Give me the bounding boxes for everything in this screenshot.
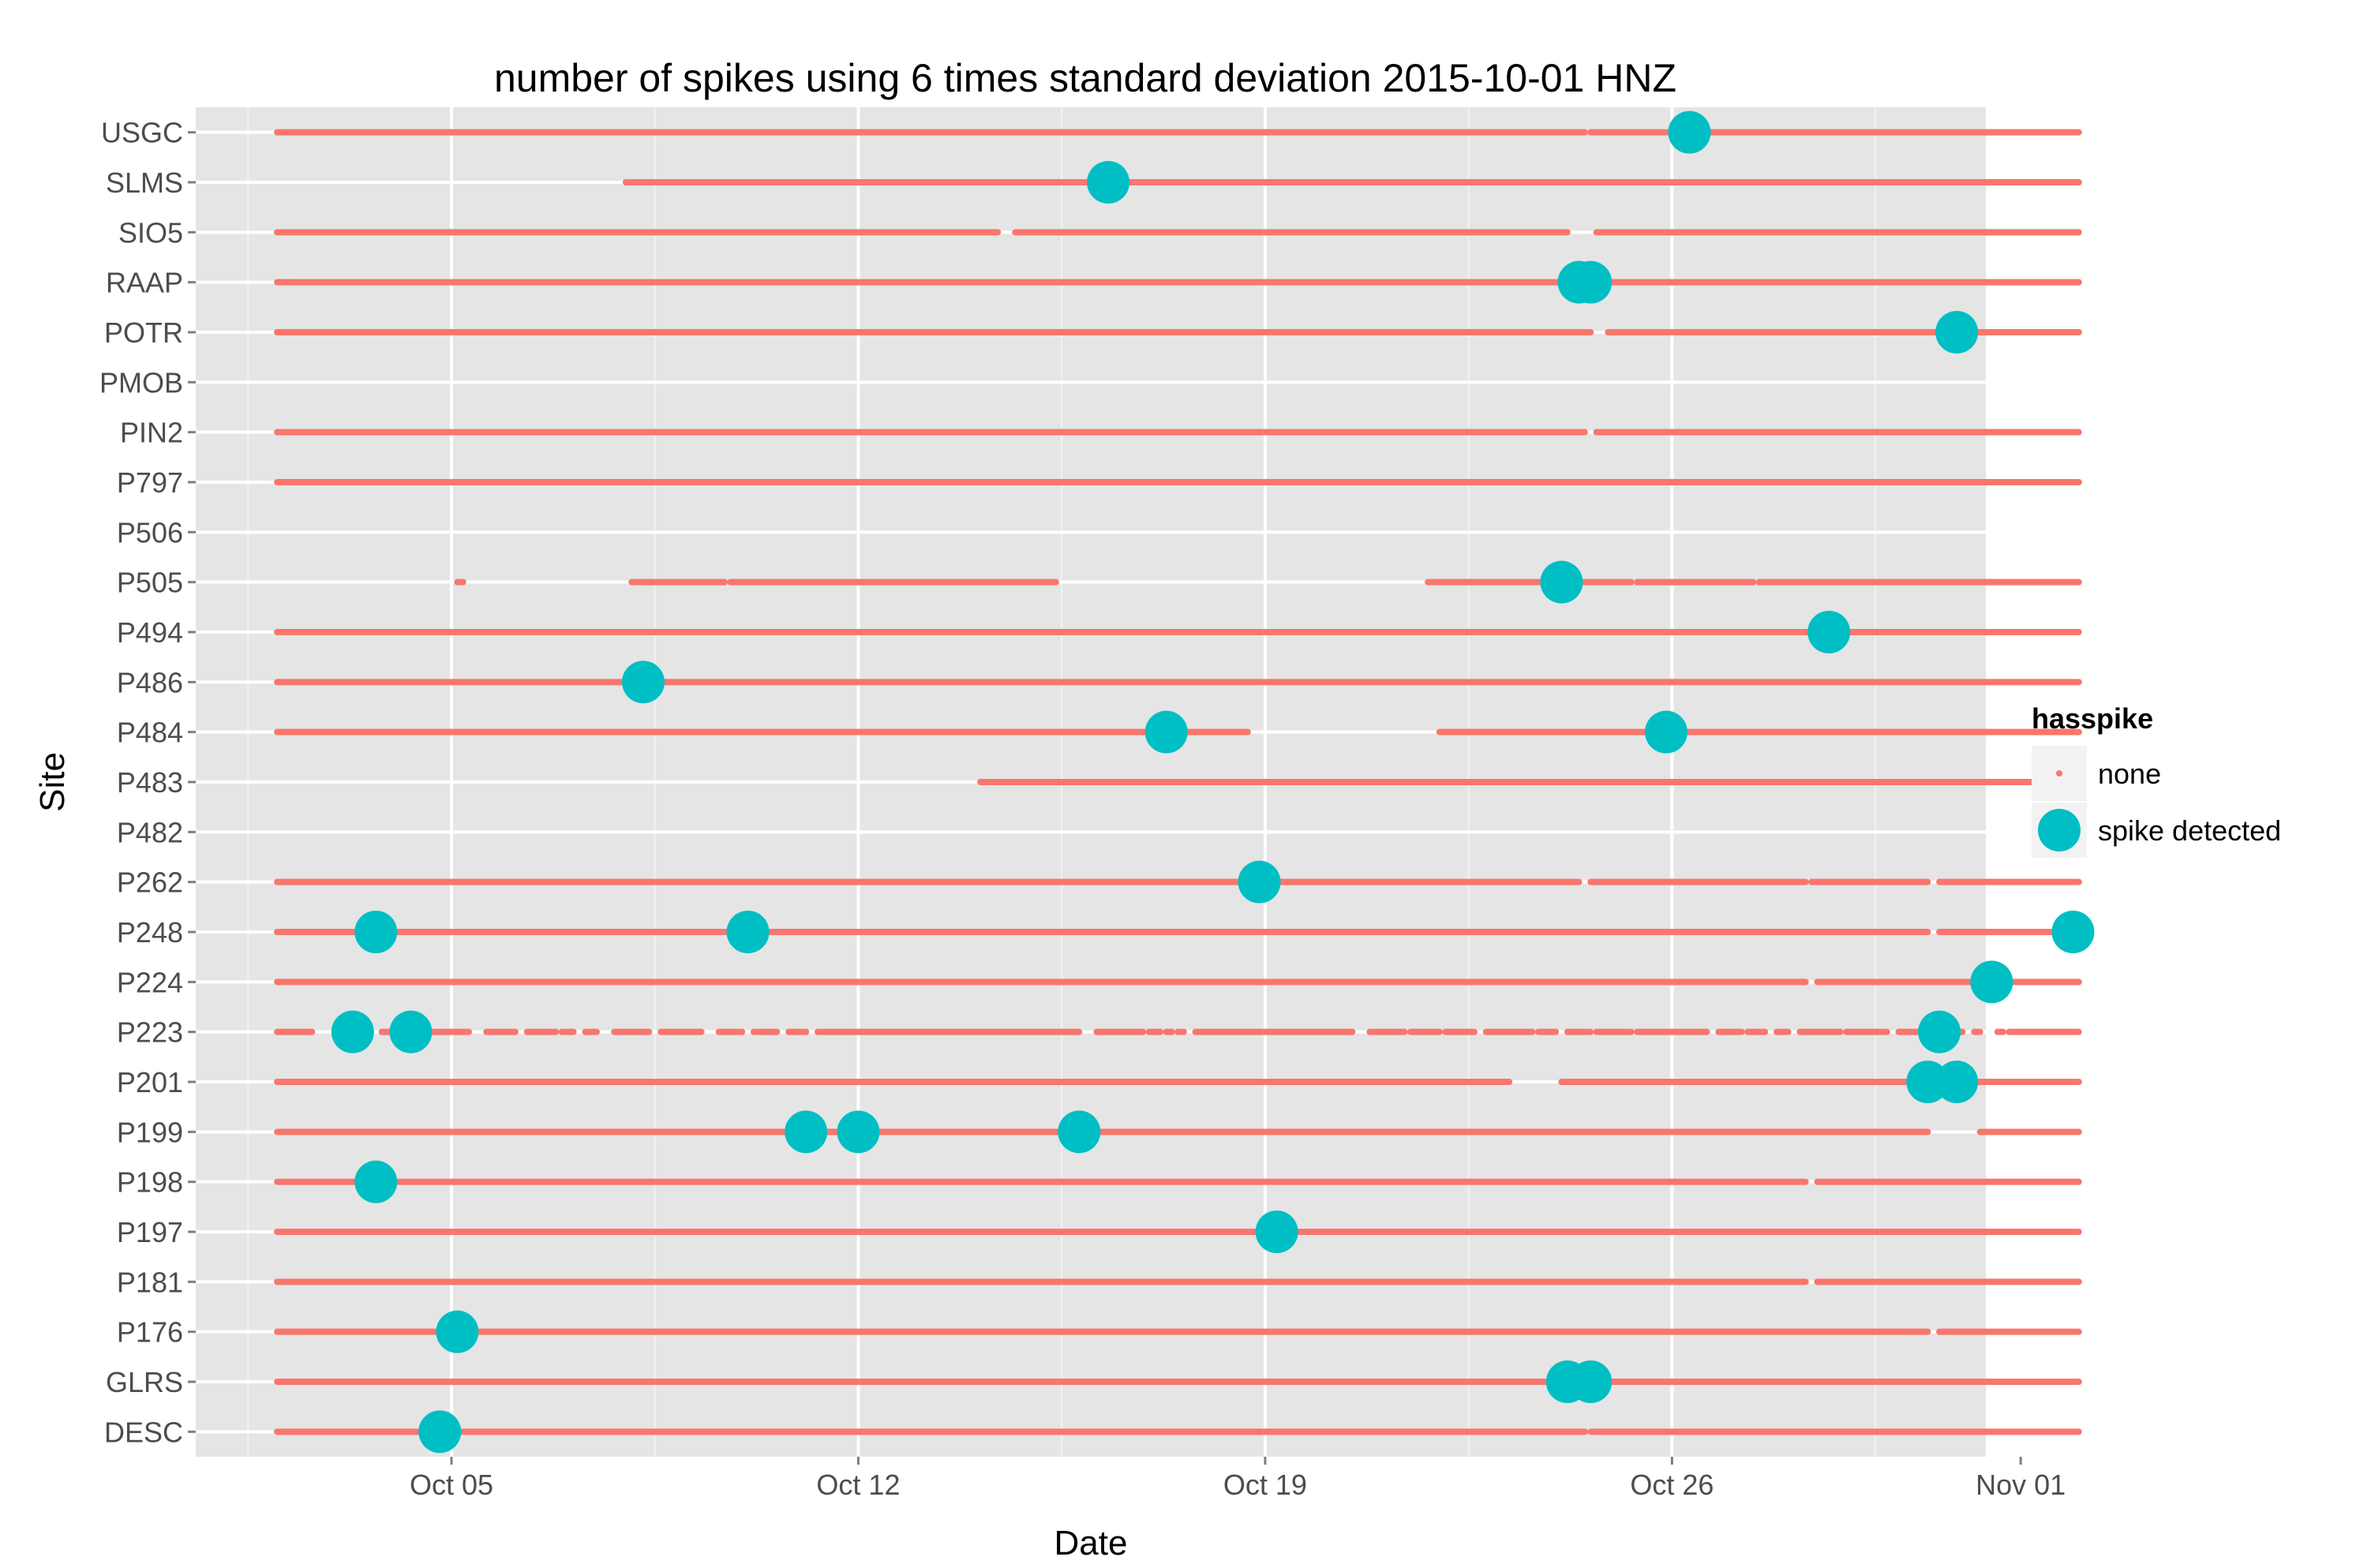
y-tick-label: P181 [117,1266,183,1298]
spike-point [1918,1010,1961,1053]
x-tick-label: Oct 05 [410,1469,493,1501]
spike-point [1569,1360,1613,1403]
y-axis: USGC SLMS SIO5 RAAP POTR PMOB PIN2 P797 P506 P505… [99,117,196,1448]
y-tick-label: P484 [117,717,183,749]
spike-point [1807,611,1851,653]
x-axis-label: Date [1054,1524,1128,1562]
spike-point [436,1310,479,1353]
y-tick-label: P176 [117,1316,183,1349]
y-tick-label: DESC [104,1416,183,1448]
y-tick-label: P797 [117,466,183,499]
spike-point [1087,161,1130,204]
spike-point [1935,1061,1979,1103]
spike-point [1970,960,2013,1004]
y-tick-label: POTR [104,316,183,349]
y-tick-label: P201 [117,1066,183,1098]
spike-point [1255,1211,1298,1253]
x-tick-label: Oct 12 [816,1469,900,1501]
spike-point [331,1010,374,1053]
x-tick-label: Oct 19 [1223,1469,1307,1501]
spike-point [622,661,665,704]
spike-point [389,1010,433,1053]
y-tick-label: GLRS [106,1366,183,1398]
y-tick-label: P224 [117,966,183,998]
y-tick-label: P262 [117,866,183,899]
spike-point [1144,710,1188,754]
spike-point [1935,311,1979,354]
y-tick-label: PMOB [99,366,183,399]
y-tick-label: P223 [117,1016,183,1049]
legend-swatch-spike [2038,809,2081,851]
spike-point [418,1410,462,1454]
spike-point [1569,260,1613,304]
y-tick-label: RAAP [106,267,183,299]
y-tick-label: P199 [117,1116,183,1148]
spike-point [2051,911,2095,953]
spike-point [1058,1110,1101,1154]
spike-point [726,911,770,953]
y-tick-label: P483 [117,766,183,799]
spike-series [331,110,2095,1454]
spike-point [1645,710,1687,754]
spike-point [1540,560,1583,604]
spike-point [354,911,398,953]
chart-title: number of spikes using 6 times standard … [494,56,1676,100]
y-tick-label: P505 [117,567,183,599]
y-tick-label: P197 [117,1216,183,1248]
y-tick-label: P506 [117,516,183,548]
spike-point [354,1160,398,1203]
y-tick-label: P248 [117,916,183,949]
y-tick-label: PIN2 [120,417,183,449]
y-axis-label: Site [33,752,72,812]
y-tick-label: P486 [117,666,183,698]
legend-label-none: none [2098,758,2161,790]
legend-title: hasspike [2032,702,2153,735]
legend: hasspike none spike detected [2032,702,2281,858]
spike-point [1238,860,1281,904]
y-tick-label: P494 [117,616,183,649]
y-tick-label: SIO5 [118,216,183,249]
y-tick-label: P482 [117,816,183,848]
spike-point [837,1110,880,1154]
spike-point [1668,110,1711,154]
y-tick-label: P198 [117,1166,183,1199]
x-axis: Oct 05 Oct 12 Oct 19 Oct 26 Nov 01 [410,1457,2066,1501]
spike-point [785,1110,828,1154]
x-tick-label: Nov 01 [1976,1469,2066,1501]
legend-swatch-none [2056,770,2062,777]
x-tick-label: Oct 26 [1630,1469,1714,1501]
y-tick-label: SLMS [106,167,183,199]
legend-label-spike: spike detected [2098,814,2281,847]
y-tick-label: USGC [101,117,183,149]
